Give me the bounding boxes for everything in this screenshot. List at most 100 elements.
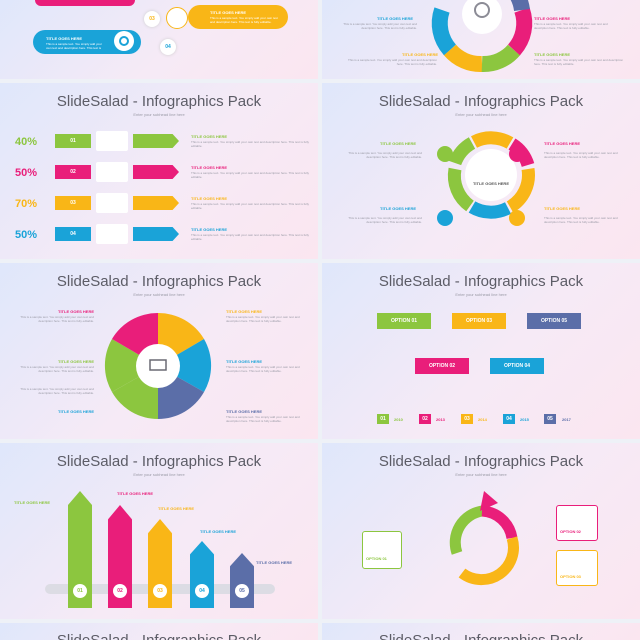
text-right-1: This is a sample text. You simply add yo…: [544, 151, 618, 159]
title-right-1: TITLE GOES HERE: [534, 16, 571, 21]
step-04-label: 04: [165, 44, 171, 50]
text-right-1: This is a sample text. You simply add yo…: [226, 315, 300, 323]
slide-7[interactable]: SlideSalad - Infographics Pack Enter you…: [0, 443, 318, 619]
slide-title: SlideSalad - Infographics Pack: [56, 453, 262, 470]
text-left-2: This is a sample text. You simply add yo…: [348, 216, 422, 224]
slide-9[interactable]: SlideSalad - Infographics Pack: [0, 623, 318, 640]
icon-circle-yellow: [166, 7, 188, 29]
num-1: 01: [73, 584, 87, 598]
step-03-label: 03: [149, 16, 155, 22]
title-right-2: TITLE GOES HERE: [226, 359, 263, 364]
text-4: This is a sample text. You simply add yo…: [191, 233, 310, 241]
yellow-text: This is a sample text. You simply add yo…: [210, 16, 278, 24]
step-03-circle: [144, 11, 160, 27]
yellow-title: TITLE GOES HERE: [210, 10, 247, 15]
slide-4[interactable]: SlideSalad - Infographics Pack Enter you…: [322, 83, 640, 259]
slide-3[interactable]: SlideSalad - Infographics Pack Enter you…: [0, 83, 318, 259]
text-left-2: This is a sample text. You simply add yo…: [347, 58, 437, 66]
title-left-1: TITLE GOES HERE: [380, 141, 417, 146]
slide-subtitle: Enter your subhead line here: [133, 292, 185, 297]
text-left-1: This is a sample text. You simply add yo…: [348, 151, 422, 159]
ribbon-1-num: 01: [70, 138, 76, 144]
ribbon-2-num: 02: [70, 169, 76, 175]
option-03-box: [556, 550, 598, 586]
slide-subtitle: Enter your subhead line here: [455, 472, 507, 477]
ribbon-4: [55, 227, 91, 241]
bar-pink: [35, 0, 135, 6]
slide-title: SlideSalad - Infographics Pack: [56, 273, 262, 290]
slide-title: SlideSalad - Infographics Pack: [378, 273, 584, 290]
pct-2: 50%: [15, 167, 38, 179]
slide-title: SlideSalad - Infographics Pack: [56, 93, 262, 110]
text-left-3: This is a sample text. You simply add yo…: [20, 387, 94, 395]
slide-subtitle: Enter your subhead line here: [133, 112, 185, 117]
text-3: This is a sample text. You simply add yo…: [191, 202, 310, 210]
cycle-arrows: [449, 491, 519, 586]
segment-wheel: [104, 312, 212, 419]
year-num-4: 04: [503, 414, 515, 424]
year-num-2: 02: [419, 414, 431, 424]
year-2: 2013: [436, 417, 445, 422]
title-left-2: TITLE GOES HERE: [402, 52, 439, 57]
title-4: TITLE GOES HERE: [191, 227, 228, 232]
cycle-ring: [431, 0, 533, 72]
text-right-2: This is a sample text. You simply add yo…: [226, 365, 300, 373]
option-02: OPTION 02: [415, 358, 469, 374]
text-right-3: This is a sample text. You simply add yo…: [226, 415, 300, 423]
slide-subtitle: Enter your subhead line here: [133, 472, 185, 477]
title-3: TITLE GOES HERE: [191, 196, 228, 201]
title-right-2: TITLE GOES HERE: [534, 52, 571, 57]
ribbon-2: [55, 165, 91, 179]
title-2: TITLE GOES HERE: [117, 491, 154, 496]
title-2: TITLE GOES HERE: [191, 165, 228, 170]
title-1: TITLE GOES HERE: [14, 500, 51, 505]
year-num-5: 05: [544, 414, 556, 424]
text-2: This is a sample text. You simply add yo…: [191, 171, 310, 179]
ribbon-4-icon-box: [96, 224, 128, 244]
slide-subtitle: Enter your subhead line here: [455, 292, 507, 297]
center-title: TITLE GOES HERE: [472, 181, 509, 186]
year-5: 2017: [562, 417, 571, 422]
bubble-yellow: [188, 5, 288, 29]
ribbon-2-icon-box: [96, 162, 128, 182]
ribbon-3-icon-box: [96, 193, 128, 213]
text-right-2: This is a sample text. You simply add yo…: [534, 58, 624, 66]
title-left-3: TITLE GOES HERE: [58, 409, 95, 414]
option-01-label: OPTION 01: [366, 556, 387, 561]
num-2: 02: [113, 584, 127, 598]
title-right-1: TITLE GOES HERE: [544, 141, 581, 146]
slide-title: SlideSalad - Infographics Pack: [0, 632, 318, 640]
year-1: 2010: [394, 417, 403, 422]
slide-2[interactable]: TITLE GOES HERE This is a sample text. Y…: [322, 0, 640, 79]
ribbon-4-num: 04: [70, 231, 76, 237]
segment-ring: [437, 131, 535, 226]
ribbon-1-arrow: [133, 134, 179, 148]
text-right-1: This is a sample text. You simply add yo…: [534, 22, 608, 30]
slide-10[interactable]: SlideSalad - Infographics Pack: [322, 623, 640, 640]
option-01-box: [362, 531, 402, 569]
blue-text: This is a sample text. You simply add yo…: [46, 42, 102, 50]
ribbon-4-arrow: [133, 227, 179, 241]
ribbon-3-arrow: [133, 196, 179, 210]
slide-title: SlideSalad - Infographics Pack: [378, 93, 584, 110]
title-4: TITLE GOES HERE: [200, 529, 237, 534]
slide-8[interactable]: SlideSalad - Infographics Pack Enter you…: [322, 443, 640, 619]
title-1: TITLE GOES HERE: [191, 134, 228, 139]
text-left-1: This is a sample text. You simply add yo…: [20, 315, 94, 323]
option-05: OPTION 05: [527, 313, 581, 329]
title-left-2: TITLE GOES HERE: [380, 206, 417, 211]
pct-3: 70%: [15, 198, 38, 210]
slide-6[interactable]: SlideSalad - Infographics Pack Enter you…: [322, 263, 640, 439]
slide-1[interactable]: TITLE GOES HERE This is a sample text. Y…: [0, 0, 318, 79]
year-num-3: 03: [461, 414, 473, 424]
option-01: OPTION 01: [377, 313, 431, 329]
num-5: 05: [235, 584, 249, 598]
option-02-box: [556, 505, 598, 541]
ribbon-1: [55, 134, 91, 148]
slide-title: SlideSalad - Infographics Pack: [322, 632, 640, 640]
step-04-circle: [160, 39, 176, 55]
ribbon-3: [55, 196, 91, 210]
slide-5[interactable]: SlideSalad - Infographics Pack Enter you…: [0, 263, 318, 439]
arrow-bar-5: [230, 553, 254, 608]
num-3: 03: [153, 584, 167, 598]
